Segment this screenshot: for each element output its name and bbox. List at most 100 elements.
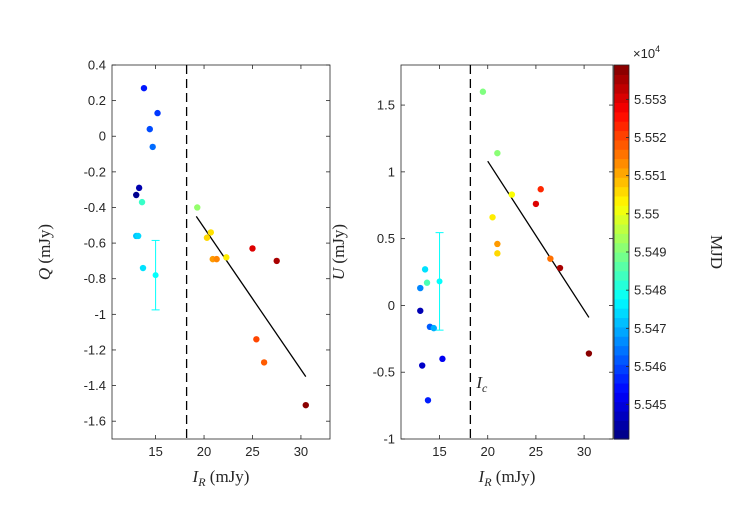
data-point	[479, 88, 487, 95]
data-point	[253, 336, 260, 343]
data-point	[135, 184, 143, 192]
data-point	[547, 255, 554, 262]
colorbar-tick-label: 5.55	[634, 206, 659, 221]
data-point	[430, 324, 437, 332]
colorbar-band	[614, 429, 629, 440]
data-point	[556, 264, 564, 272]
y-tick-label: -1	[383, 432, 395, 447]
data-point	[417, 284, 424, 292]
y-tick-label: -1.6	[84, 414, 106, 429]
critical-line-var: I	[475, 373, 483, 392]
y-tick-label: -1	[94, 307, 106, 322]
y-tick-label: -1.4	[84, 378, 106, 393]
y-tick-label: -0.4	[84, 200, 106, 215]
colorbar-band	[614, 74, 629, 85]
colorbar-band	[614, 392, 629, 403]
colorbar-band	[614, 167, 629, 178]
data-point	[154, 109, 161, 117]
x-tick-label: 30	[294, 444, 308, 459]
colorbar-band	[614, 382, 629, 393]
y-axis-unit: (mJy)	[329, 224, 348, 268]
colorbar-band	[614, 186, 629, 197]
error-bar-point	[436, 278, 443, 285]
colorbar-band	[614, 139, 629, 150]
x-axis-label: IR (mJy)	[478, 467, 536, 489]
data-point	[260, 359, 268, 366]
critical-line-label: Ic	[475, 373, 488, 395]
colorbar-band	[614, 223, 629, 234]
y-tick-label: 1	[388, 164, 395, 179]
colorbar-band	[614, 364, 629, 375]
x-axis-var: I	[192, 467, 200, 486]
data-point	[213, 255, 220, 263]
colorbar-band	[614, 130, 629, 141]
colorbar-band	[614, 401, 629, 412]
colorbar-band	[614, 177, 629, 188]
colorbar-tick-label: 5.546	[634, 359, 667, 374]
colorbar-band	[614, 214, 629, 225]
y-tick-label: 0.2	[88, 93, 106, 108]
colorbar-tick-label: 5.545	[634, 397, 667, 412]
x-tick-label: 30	[577, 444, 591, 459]
colorbar-tick-label: 5.549	[634, 245, 667, 260]
x-tick-label: 15	[432, 444, 446, 459]
data-point	[223, 254, 230, 261]
x-tick-label: 25	[245, 444, 259, 459]
error-bar	[151, 239, 160, 311]
y-tick-label: 0	[99, 129, 106, 144]
colorbar-band	[614, 102, 629, 113]
colorbar-multiplier: ×104	[633, 44, 660, 61]
colorbar-band	[614, 345, 629, 356]
x-axis-sub: R	[483, 475, 492, 489]
colorbar-band	[614, 149, 629, 160]
colorbar-band	[614, 195, 629, 206]
data-point	[203, 234, 211, 241]
x-axis-label: IR (mJy)	[192, 467, 250, 489]
y-axis-unit: (mJy)	[35, 224, 54, 268]
colorbar-label: MJD	[707, 235, 726, 269]
y-tick-label: -1.2	[84, 342, 106, 357]
data-point	[494, 250, 501, 257]
colorbar-band	[614, 298, 629, 309]
data-point	[133, 191, 140, 199]
colorbar-band	[614, 354, 629, 365]
x-tick-label: 15	[148, 444, 162, 459]
data-point	[249, 245, 256, 252]
data-point	[489, 214, 496, 221]
colorbar-band	[614, 270, 629, 281]
y-tick-label: 0.4	[88, 58, 106, 73]
x-tick-label: 20	[197, 444, 211, 459]
colorbar-tick-label: 5.551	[634, 168, 667, 183]
colorbar-multiplier-base: ×10	[633, 46, 655, 61]
data-point	[421, 266, 429, 273]
critical-line-sub: c	[482, 381, 488, 395]
colorbar-band	[614, 242, 629, 253]
fit-line	[487, 160, 590, 318]
x-axis-sub: R	[197, 475, 206, 489]
fit-line	[195, 216, 307, 378]
colorbar-band	[614, 420, 629, 431]
y-tick-label: -0.5	[373, 365, 395, 380]
data-point	[273, 257, 280, 265]
data-point	[439, 355, 446, 363]
colorbar-band	[614, 65, 629, 75]
data-point	[194, 204, 201, 211]
data-point	[537, 186, 544, 193]
colorbar-band	[614, 317, 629, 328]
colorbar-band	[614, 261, 629, 272]
data-point	[207, 229, 215, 236]
axes-box	[400, 64, 614, 440]
y-axis-label: Q (mJy)	[35, 224, 54, 280]
colorbar-band	[614, 233, 629, 244]
colorbar-band	[614, 83, 629, 94]
x-axis-unit: (mJy)	[206, 467, 250, 486]
colorbar-band	[614, 252, 629, 262]
colorbar-tick-label: 5.547	[634, 321, 667, 336]
data-point	[494, 240, 501, 248]
data-point	[146, 125, 153, 133]
data-point	[423, 279, 431, 286]
data-point	[140, 84, 148, 92]
colorbar-band	[614, 308, 629, 319]
y-axis-label: U (mJy)	[329, 224, 348, 280]
colorbar-band	[614, 158, 629, 169]
